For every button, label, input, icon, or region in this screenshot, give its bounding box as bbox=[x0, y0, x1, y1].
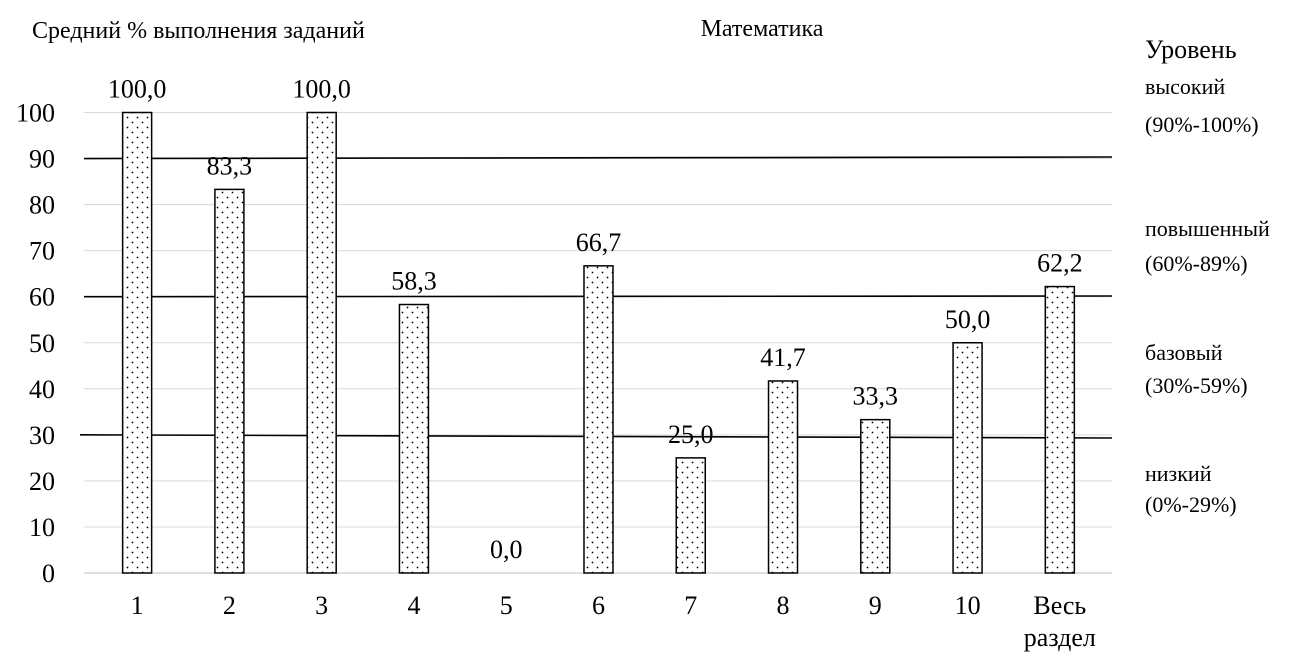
y-tick-label: 10 bbox=[29, 513, 55, 542]
bar bbox=[952, 342, 983, 574]
y-tick-label: 40 bbox=[29, 375, 55, 404]
value-label: 83,3 bbox=[207, 151, 253, 180]
value-labels: 100,0 83,3 100,0 58,3 0,0 66,7 25,0 41,7 33,3 50,… bbox=[108, 75, 1083, 565]
x-tick-label: 1 bbox=[131, 591, 144, 620]
x-tick-label: 9 bbox=[869, 591, 882, 620]
bar bbox=[306, 111, 337, 574]
x-axis-labels: 1 2 3 4 5 6 7 8 9 10 Весь раздел bbox=[131, 591, 1096, 652]
value-label: 66,7 bbox=[576, 228, 622, 257]
level-range: (0%-29%) bbox=[1145, 492, 1237, 517]
x-tick-label: 8 bbox=[777, 591, 790, 620]
y-tick-label: 80 bbox=[29, 191, 55, 220]
x-tick-label: 2 bbox=[223, 591, 236, 620]
level-legend: высокий (90%-100%) повышенный (60%-89%) базо… bbox=[1145, 74, 1270, 517]
y-tick-label: 60 bbox=[29, 283, 55, 312]
y-tick-label: 50 bbox=[29, 329, 55, 358]
value-label: 33,3 bbox=[853, 382, 899, 411]
x-tick-label: 5 bbox=[500, 591, 513, 620]
level-name: повышенный bbox=[1145, 216, 1270, 241]
x-tick-label: Весь раздел bbox=[1024, 591, 1096, 652]
y-tick-label: 20 bbox=[29, 467, 55, 496]
value-label: 100,0 bbox=[108, 75, 167, 104]
x-tick-label: 4 bbox=[407, 591, 420, 620]
value-label: 41,7 bbox=[760, 343, 806, 372]
chart-title: Математика bbox=[701, 16, 824, 42]
level-name: высокий bbox=[1145, 74, 1225, 99]
value-label: 100,0 bbox=[292, 75, 351, 104]
level-range: (60%-89%) bbox=[1145, 251, 1248, 276]
value-label: 25,0 bbox=[668, 420, 714, 449]
level-range: (30%-59%) bbox=[1145, 373, 1248, 398]
levels-heading: Уровень bbox=[1145, 35, 1237, 64]
bars bbox=[121, 111, 1076, 574]
bar bbox=[398, 303, 430, 574]
bar bbox=[675, 457, 707, 574]
y-axis-title: Средний % выполнения заданий bbox=[32, 18, 365, 44]
value-label: 58,3 bbox=[391, 267, 437, 296]
value-label: 0,0 bbox=[490, 535, 523, 564]
y-tick-label: 100 bbox=[16, 99, 55, 128]
y-axis-ticks: 0 10 20 30 40 50 60 70 80 90 100 bbox=[16, 99, 55, 589]
y-tick-label: 90 bbox=[29, 145, 55, 174]
x-tick-label: 7 bbox=[684, 591, 697, 620]
bar bbox=[767, 380, 799, 574]
level-name: низкий bbox=[1145, 461, 1212, 486]
bar bbox=[1044, 285, 1076, 574]
threshold-line bbox=[83, 156, 1113, 160]
bar bbox=[583, 265, 614, 574]
x-tick-label: 6 bbox=[592, 591, 605, 620]
value-label: 62,2 bbox=[1037, 249, 1083, 278]
bar bbox=[214, 188, 245, 574]
y-tick-label: 0 bbox=[42, 559, 55, 588]
y-tick-label: 30 bbox=[29, 421, 55, 450]
level-range: (90%-100%) bbox=[1145, 112, 1259, 137]
bar bbox=[860, 418, 891, 574]
x-tick-label: 10 bbox=[955, 591, 981, 620]
value-label: 50,0 bbox=[945, 305, 991, 334]
bar bbox=[121, 111, 153, 574]
level-name: базовый bbox=[1145, 340, 1223, 365]
y-tick-label: 70 bbox=[29, 237, 55, 266]
x-tick-label: 3 bbox=[315, 591, 328, 620]
